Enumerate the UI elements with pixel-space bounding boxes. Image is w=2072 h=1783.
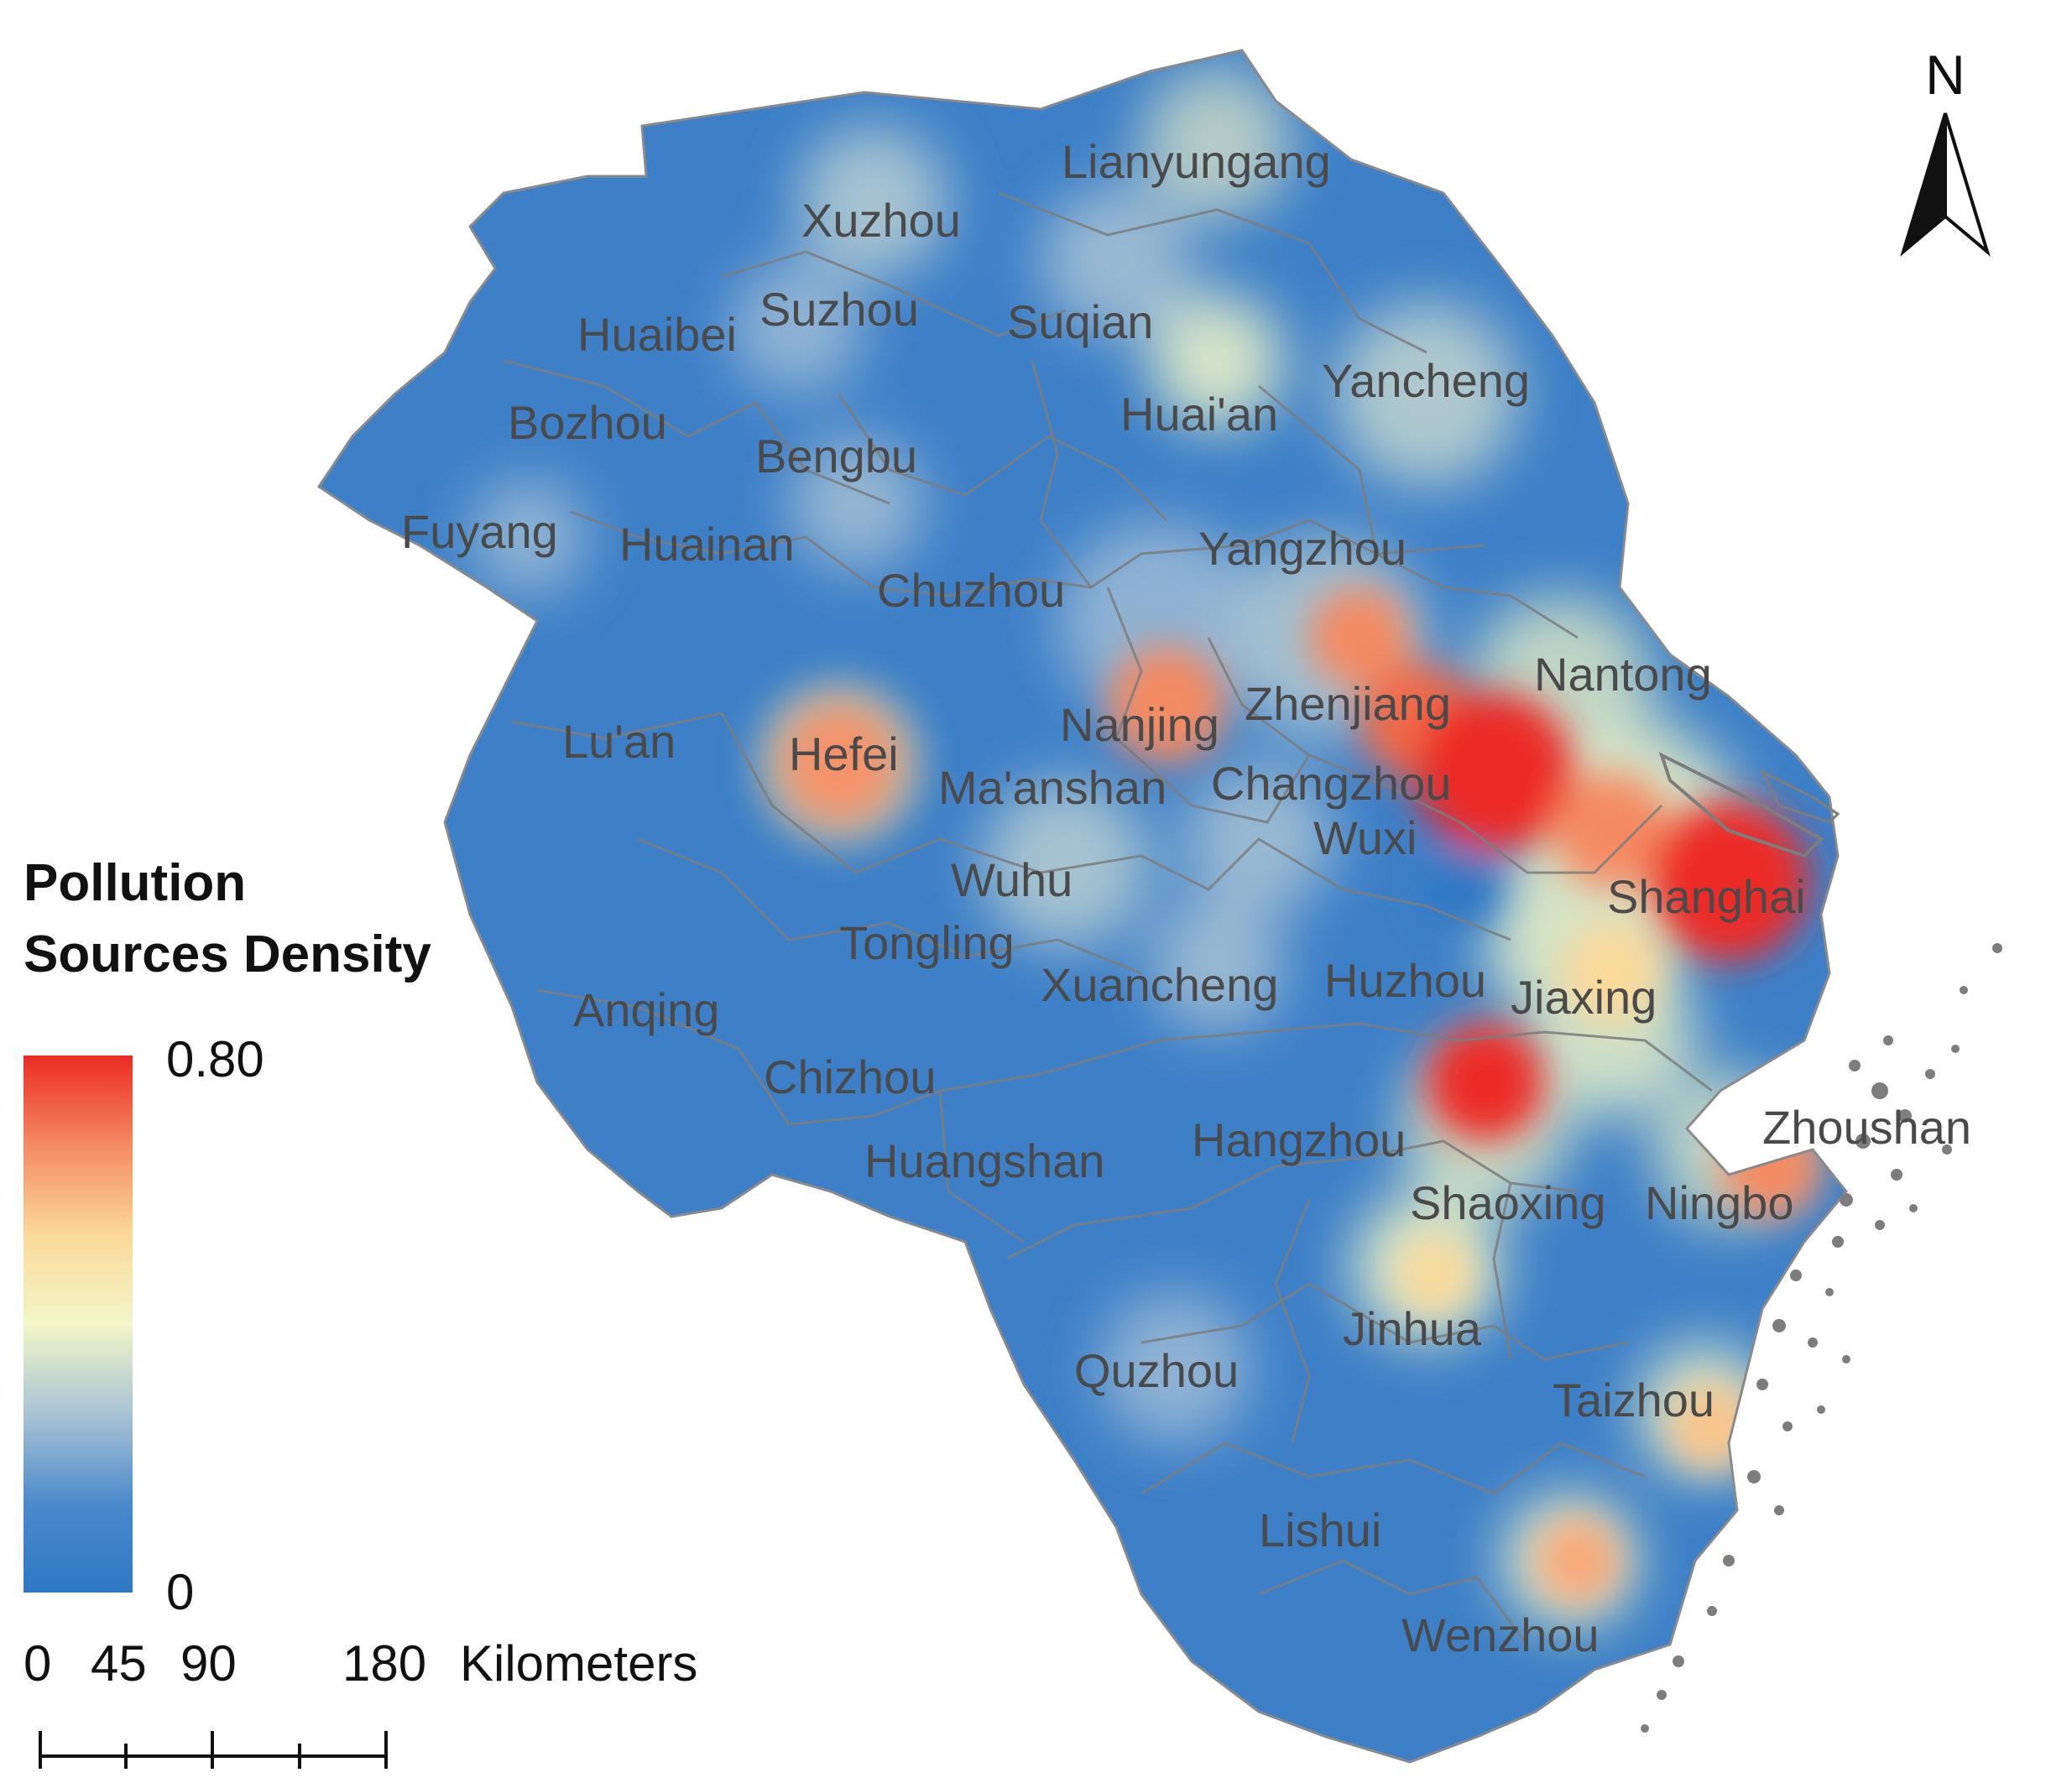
city-label-yancheng: Yancheng xyxy=(1322,354,1530,407)
city-label-huaibei: Huaibei xyxy=(577,308,737,361)
city-label-jinhua: Jinhua xyxy=(1343,1302,1482,1355)
north-letter: N xyxy=(1925,44,1965,106)
scale-bar: 0 45 90 180 Kilometers xyxy=(23,1635,697,1769)
legend-max-label: 0.80 xyxy=(166,1031,264,1087)
city-label-hefei: Hefei xyxy=(789,727,899,780)
legend-title-line1: Pollution xyxy=(23,854,246,912)
city-label-jiaxing: Jiaxing xyxy=(1511,971,1657,1024)
city-label-tongling: Tongling xyxy=(839,916,1015,969)
city-label-lishui: Lishui xyxy=(1259,1504,1381,1556)
scale-tick-180: 180 xyxy=(342,1635,426,1692)
city-label-bengbu: Bengbu xyxy=(755,430,917,482)
scale-tick-45: 45 xyxy=(91,1635,147,1692)
city-label-suzhou-anhui: Suzhou xyxy=(759,283,919,336)
scale-tick-0: 0 xyxy=(23,1635,51,1692)
north-arrow: N xyxy=(1900,44,1991,257)
legend-color-ramp xyxy=(23,1056,133,1593)
city-label-wenzhou: Wenzhou xyxy=(1401,1608,1600,1661)
city-label-huaian: Huai'an xyxy=(1120,388,1278,441)
city-label-huzhou: Huzhou xyxy=(1324,954,1486,1007)
city-label-taizhou: Taizhou xyxy=(1553,1374,1714,1426)
city-label-anqing: Anqing xyxy=(573,983,719,1036)
city-label-suqian: Suqian xyxy=(1007,295,1153,348)
city-label-lianyungang: Lianyungang xyxy=(1062,135,1331,188)
city-label-yangzhou: Yangzhou xyxy=(1198,522,1407,575)
legend-min-label: 0 xyxy=(166,1564,194,1620)
legend-title-line2: Sources Density xyxy=(23,925,431,983)
city-label-wuxi: Wuxi xyxy=(1313,811,1417,864)
city-label-shanghai: Shanghai xyxy=(1607,870,1806,923)
city-boundaries xyxy=(503,191,1713,1645)
coastal-islands xyxy=(1641,752,2002,1733)
scale-tick-90: 90 xyxy=(180,1635,237,1692)
city-label-zhenjiang: Zhenjiang xyxy=(1245,677,1451,730)
region-outline xyxy=(316,49,1848,1764)
city-label-xuzhou: Xuzhou xyxy=(801,194,961,247)
legend: Pollution Sources Density 0.80 0 xyxy=(23,854,431,1620)
city-label-xuancheng: Xuancheng xyxy=(1041,958,1278,1011)
city-label-shaoxing: Shaoxing xyxy=(1410,1176,1606,1229)
city-label-quzhou: Quzhou xyxy=(1074,1344,1239,1397)
scale-bar-line xyxy=(39,1731,388,1769)
scale-unit: Kilometers xyxy=(460,1635,697,1692)
city-label-maanshan: Ma'anshan xyxy=(938,761,1166,814)
city-label-chuzhou: Chuzhou xyxy=(877,564,1065,617)
city-label-bozhou: Bozhou xyxy=(508,396,667,449)
city-label-nantong: Nantong xyxy=(1534,648,1712,701)
city-label-zhoushan: Zhoushan xyxy=(1762,1101,1971,1154)
city-label-chizhou: Chizhou xyxy=(764,1051,936,1103)
city-label-luan: Lu'an xyxy=(562,715,676,768)
city-label-wuhu: Wuhu xyxy=(951,853,1073,906)
city-label-huangshan: Huangshan xyxy=(864,1134,1104,1187)
city-label-huainan: Huainan xyxy=(619,518,795,571)
city-label-ningbo: Ningbo xyxy=(1645,1176,1793,1229)
city-label-nanjing: Nanjing xyxy=(1060,698,1219,751)
city-label-fuyang: Fuyang xyxy=(401,505,558,558)
city-label-changzhou: Changzhou xyxy=(1211,757,1451,810)
city-labels: Lianyungang Xuzhou Suzhou Suqian Huaibei… xyxy=(401,135,1971,1661)
city-label-hangzhou: Hangzhou xyxy=(1192,1113,1406,1166)
